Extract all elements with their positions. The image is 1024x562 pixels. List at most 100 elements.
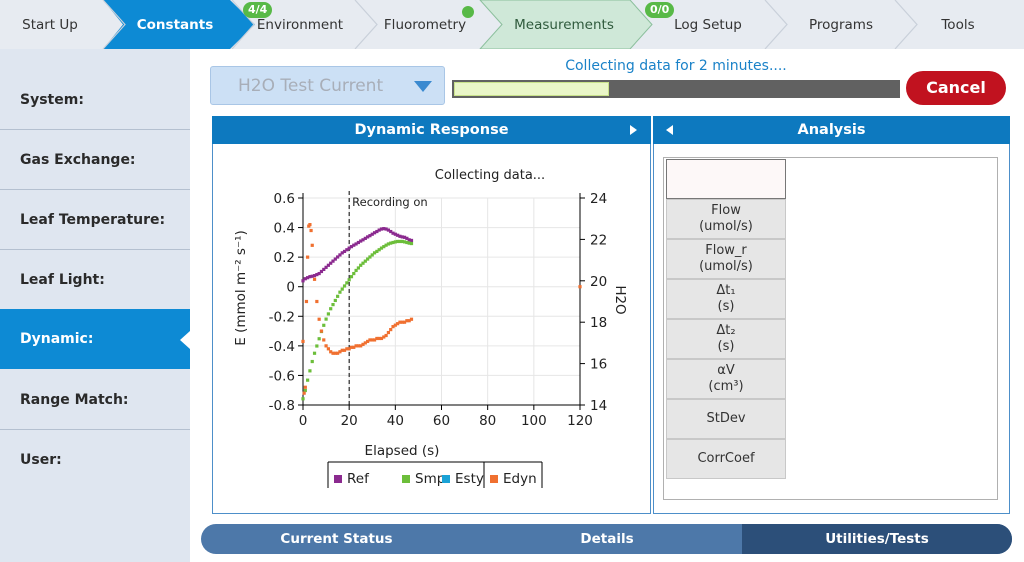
- analysis-item-name: StDev: [706, 411, 746, 426]
- analysis-item[interactable]: Flow_r (umol/s): [666, 239, 786, 279]
- data-point: [324, 317, 328, 321]
- sidebar-item-gas-exchange[interactable]: Gas Exchange:: [20, 152, 136, 168]
- sidebar-divider: [0, 189, 190, 190]
- tab-constants[interactable]: Constants: [136, 17, 214, 33]
- sidebar-item-dynamic[interactable]: Dynamic:: [0, 309, 190, 369]
- data-point: [338, 290, 342, 294]
- data-point: [379, 227, 384, 231]
- analysis-item[interactable]: StDev: [666, 399, 786, 439]
- tab-fluorometry[interactable]: Fluorometry: [383, 17, 467, 33]
- data-point: [377, 248, 381, 252]
- analysis-item[interactable]: αV (cm³): [666, 359, 786, 399]
- data-point: [301, 397, 305, 401]
- sidebar-item-leaf-light[interactable]: Leaf Light:: [20, 272, 105, 288]
- tab-current-status[interactable]: Current Status: [280, 531, 393, 547]
- cancel-button[interactable]: Cancel: [906, 71, 1006, 105]
- y-axis-label: E (mmol m⁻² s⁻¹): [233, 230, 249, 346]
- environment-count-badge: 4/4: [243, 2, 273, 18]
- data-point: [308, 275, 312, 279]
- data-point: [312, 274, 317, 278]
- analysis-item-name: Δt₂: [716, 323, 736, 338]
- data-point: [312, 277, 317, 281]
- data-point: [349, 345, 354, 349]
- progress-bar: [452, 80, 900, 98]
- panel-title: Analysis: [797, 122, 866, 138]
- data-point: [368, 338, 372, 342]
- analysis-item[interactable]: Flow (umol/s): [666, 199, 786, 239]
- expand-left-icon[interactable]: [666, 125, 673, 135]
- data-point: [326, 312, 330, 316]
- tab-programs[interactable]: Programs: [809, 17, 873, 33]
- data-point: [324, 344, 328, 348]
- tab-tools[interactable]: Tools: [941, 17, 975, 33]
- analysis-header: Analysis: [653, 116, 1010, 144]
- data-point: [317, 337, 321, 341]
- data-point: [342, 249, 347, 254]
- tab-environment[interactable]: Environment: [256, 17, 344, 33]
- tab-details[interactable]: Details: [580, 531, 634, 547]
- data-point: [363, 236, 367, 240]
- data-point: [306, 255, 310, 259]
- data-point: [347, 246, 351, 250]
- data-point: [301, 339, 305, 344]
- data-point: [402, 240, 407, 244]
- data-point: [324, 265, 328, 269]
- data-point: [405, 236, 409, 240]
- y2-axis-label: H2O: [612, 285, 628, 314]
- x-tick-label: 40: [387, 413, 404, 429]
- tab-start-up[interactable]: Start Up: [22, 17, 78, 33]
- data-point: [405, 240, 409, 245]
- data-point: [389, 327, 393, 332]
- y-tick-label: 0.6: [274, 191, 295, 207]
- expand-right-icon[interactable]: [630, 125, 637, 135]
- sidebar-item-label: Dynamic:: [20, 331, 94, 347]
- data-point: [377, 336, 381, 341]
- data-point: [409, 241, 414, 246]
- data-point: [400, 320, 404, 324]
- analysis-item-name: Flow_r: [705, 243, 747, 258]
- data-point: [336, 294, 340, 298]
- data-point: [345, 248, 349, 252]
- data-point: [372, 251, 377, 255]
- analysis-item-unit: (umol/s): [699, 259, 753, 274]
- data-point: [391, 240, 395, 245]
- data-point: [384, 227, 388, 231]
- analysis-item[interactable]: Δt₁ (s): [666, 279, 786, 319]
- analysis-item[interactable]: CorrCoef: [666, 439, 786, 479]
- sidebar-item-range-match[interactable]: Range Match:: [20, 392, 129, 408]
- data-point: [375, 229, 379, 234]
- tab-measurements[interactable]: Measurements: [514, 17, 614, 33]
- data-point: [331, 351, 335, 355]
- data-point: [400, 235, 404, 239]
- data-point: [329, 350, 333, 354]
- data-point: [356, 240, 360, 245]
- test-select-dropdown[interactable]: H2O Test Current: [210, 66, 445, 105]
- sidebar-item-system[interactable]: System:: [20, 92, 84, 108]
- analysis-item-name: αV: [717, 363, 735, 378]
- sidebar-item-leaf-temperature[interactable]: Leaf Temperature:: [20, 212, 166, 228]
- sidebar-item-user[interactable]: User:: [20, 452, 62, 468]
- data-point: [400, 239, 404, 244]
- data-point: [303, 385, 307, 389]
- data-point: [405, 319, 409, 323]
- data-point: [333, 257, 337, 261]
- data-point: [329, 261, 333, 265]
- data-point: [340, 348, 344, 352]
- data-point: [389, 229, 393, 234]
- data-point: [322, 338, 326, 342]
- analysis-item[interactable]: Δt₂ (s): [666, 319, 786, 359]
- data-point: [356, 266, 360, 270]
- tab-log-setup[interactable]: Log Setup: [674, 17, 742, 33]
- chart-grid: [302, 197, 581, 406]
- analysis-item-name: CorrCoef: [697, 451, 755, 466]
- recording-annotation: Recording on: [352, 195, 428, 209]
- dropdown-selected-value: H2O Test Current: [238, 76, 384, 96]
- y-tick-label: 0.2: [274, 250, 295, 266]
- data-point: [345, 281, 349, 285]
- tab-utilities-tests[interactable]: Utilities/Tests: [742, 524, 1012, 554]
- data-point: [322, 323, 326, 327]
- data-point: [377, 228, 381, 232]
- data-point: [336, 351, 340, 355]
- analysis-selection-cell[interactable]: [666, 159, 786, 199]
- analysis-item-unit: (umol/s): [699, 219, 753, 234]
